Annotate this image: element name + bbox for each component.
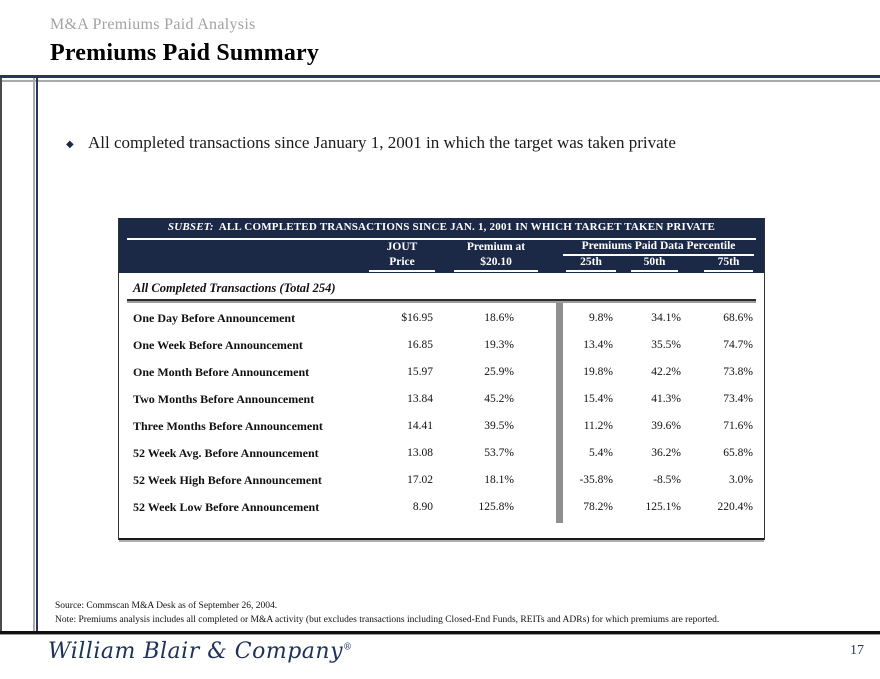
price-cell: 17.02	[407, 474, 433, 486]
subset-text: ALL COMPLETED TRANSACTIONS SINCE JAN. 1,…	[218, 221, 716, 233]
premium-cell: 125.8%	[478, 501, 514, 513]
row-label: 52 Week Avg. Before Announcement	[133, 446, 319, 460]
col-header-premium-line1: Premium at	[466, 241, 526, 253]
company-logo-text: William Blair & Company	[48, 639, 344, 664]
price-cell: 15.97	[407, 366, 433, 378]
row-label: 52 Week High Before Announcement	[133, 473, 322, 487]
price-cell: 13.08	[407, 447, 433, 459]
header-rule-shadow	[0, 80, 880, 82]
footer-rule-shadow	[0, 634, 880, 635]
table-row: 52 Week Low Before Announcement 8.90 125…	[119, 494, 764, 521]
col-header-50th: 50th	[631, 256, 678, 272]
left-edge-line	[0, 78, 2, 633]
col-header-price-line1: JOUT	[386, 241, 418, 253]
row-label: One Month Before Announcement	[133, 365, 310, 379]
diamond-bullet-icon: ◆	[66, 139, 74, 150]
table-row: One Week Before Announcement 16.85 19.3%…	[119, 332, 764, 359]
p25-cell: 9.8%	[589, 312, 613, 324]
table-row: 52 Week Avg. Before Announcement 13.08 5…	[119, 440, 764, 467]
p50-cell: 42.2%	[651, 366, 681, 378]
p75-cell: 74.7%	[723, 339, 753, 351]
table-section-header: All Completed Transactions (Total 254)	[133, 281, 336, 295]
p50-cell: 35.5%	[651, 339, 681, 351]
page-number: 17	[850, 643, 864, 658]
p25-cell: 11.2%	[583, 420, 613, 432]
premiums-table: SUBSET: ALL COMPLETED TRANSACTIONS SINCE …	[118, 218, 765, 540]
header-divider-line	[127, 238, 756, 240]
left-margin-line-navy	[36, 78, 38, 633]
section-rule	[127, 299, 756, 301]
col-header-premium-line2: $20.10	[454, 256, 538, 272]
premium-cell: 18.6%	[484, 312, 514, 324]
price-cell: 16.85	[407, 339, 433, 351]
col-header-price-line2: Price	[369, 256, 435, 272]
registered-mark-icon: ®	[343, 642, 353, 653]
p75-cell: 73.8%	[723, 366, 753, 378]
col-header-25th: 25th	[566, 256, 616, 272]
left-margin-line-gray	[33, 78, 35, 633]
table-bottom-rule	[119, 538, 764, 540]
p50-cell: 41.3%	[651, 393, 681, 405]
company-logo: William Blair & Company®	[48, 639, 353, 664]
header-rule	[0, 75, 880, 78]
price-cell: 8.90	[412, 501, 433, 513]
footnotes: Source: Commscan M&A Desk as of Septembe…	[55, 600, 719, 627]
table-row: Three Months Before Announcement 14.41 3…	[119, 413, 764, 440]
premium-cell: 25.9%	[484, 366, 514, 378]
table-row: Two Months Before Announcement 13.84 45.…	[119, 386, 764, 413]
p25-cell: 78.2%	[583, 501, 613, 513]
percentile-divider-bar	[556, 303, 563, 523]
premium-cell: 39.5%	[484, 420, 514, 432]
p50-cell: 125.1%	[645, 501, 681, 513]
col-header-percentile-group: Premiums Paid Data Percentile	[563, 240, 754, 256]
p75-cell: 220.4%	[717, 501, 753, 513]
table-header: SUBSET: ALL COMPLETED TRANSACTIONS SINCE …	[119, 218, 764, 273]
premium-cell: 18.1%	[484, 474, 514, 486]
p25-cell: 19.8%	[583, 366, 613, 378]
p50-cell: 34.1%	[651, 312, 681, 324]
row-label: 52 Week Low Before Announcement	[133, 500, 320, 514]
source-note: Source: Commscan M&A Desk as of Septembe…	[55, 601, 278, 611]
p50-cell: 36.2%	[651, 447, 681, 459]
premium-cell: 53.7%	[484, 447, 514, 459]
p25-cell: 5.4%	[589, 447, 613, 459]
p75-cell: 3.0%	[729, 474, 753, 486]
table-row: One Day Before Announcement $16.95 18.6%…	[119, 305, 764, 332]
p50-cell: 39.6%	[651, 420, 681, 432]
price-cell: 13.84	[407, 393, 433, 405]
table-row: 52 Week High Before Announcement 17.02 1…	[119, 467, 764, 494]
row-label: Three Months Before Announcement	[133, 419, 323, 433]
row-label: One Week Before Announcement	[133, 338, 303, 352]
p25-cell: -35.8%	[579, 474, 613, 486]
table-body: All Completed Transactions (Total 254) O…	[119, 273, 764, 538]
table-row: One Month Before Announcement 15.97 25.9…	[119, 359, 764, 386]
p75-cell: 65.8%	[723, 447, 753, 459]
row-label: One Day Before Announcement	[133, 311, 296, 325]
footer-rule	[0, 631, 880, 634]
price-cell: $16.95	[401, 312, 433, 324]
premium-cell: 45.2%	[484, 393, 514, 405]
p50-cell: -8.5%	[653, 474, 681, 486]
methodology-note: Note: Premiums analysis includes all com…	[55, 614, 720, 625]
col-header-75th: 75th	[704, 256, 753, 272]
page-title: Premiums Paid Summary	[50, 40, 320, 66]
table-subset-title: SUBSET: ALL COMPLETED TRANSACTIONS SINCE …	[119, 221, 764, 233]
bullet-text: All completed transactions since January…	[88, 133, 676, 152]
p25-cell: 13.4%	[583, 339, 613, 351]
p75-cell: 73.4%	[723, 393, 753, 405]
price-cell: 14.41	[407, 420, 433, 432]
p75-cell: 71.6%	[723, 420, 753, 432]
section-eyebrow: M&A Premiums Paid Analysis	[50, 16, 256, 33]
p25-cell: 15.4%	[583, 393, 613, 405]
p75-cell: 68.6%	[723, 312, 753, 324]
subset-label: SUBSET:	[167, 221, 214, 233]
premium-cell: 19.3%	[484, 339, 514, 351]
row-label: Two Months Before Announcement	[133, 392, 315, 406]
